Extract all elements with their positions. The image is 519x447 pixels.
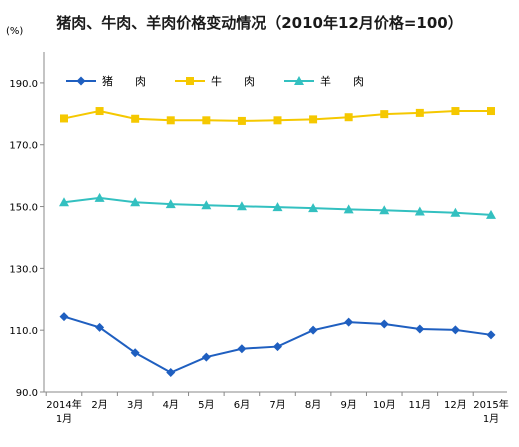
data-point [344,317,354,327]
x-tick-label-line: 2月 [91,399,107,411]
data-point [166,368,176,378]
data-point [344,113,353,122]
series-group [59,192,496,219]
legend-label: 牛 肉 [211,74,255,88]
data-point [486,330,496,340]
data-point [60,114,68,123]
legend-item: 猪 肉 [66,75,146,88]
legend-marker [294,76,304,85]
x-tick-label: 2月 [91,399,107,411]
x-axis-ticks: 2014年 1月 2月 3月 4月 5月 6月 7月 8月 9月 10月 11月 12月 2015年 1月 [45,392,509,425]
chart-title: 猪肉、牛肉、羊肉价格变动情况（2010年12月价格=100） [56,14,463,32]
x-tick-label-line: 11月 [408,399,431,411]
x-tick-label-line: 2015年 [473,398,508,411]
data-point [450,207,461,217]
data-point [130,348,140,358]
x-tick-label-line: 12月 [444,399,467,411]
legend-item: 牛 肉 [175,74,255,88]
data-point [415,108,424,117]
axes [43,52,507,393]
x-tick-label-line: 3月 [127,399,143,411]
y-axis-ticks: 90.0 110.0 130.0 150.0 170.0 190.0 [9,79,44,399]
data-point [487,107,495,116]
data-point [451,107,460,116]
data-point [201,200,212,210]
data-point [165,199,176,209]
x-tick-label-line: 7月 [269,399,285,411]
x-tick-label-line: 4月 [163,399,179,411]
x-tick-label: 2015年 1月 [473,398,508,425]
data-point [95,322,105,332]
x-tick-label: 3月 [127,399,143,411]
data-point [309,115,318,124]
x-tick-label-line: 2014年 [46,398,81,411]
x-tick-label: 8月 [305,399,321,411]
legend-label: 猪 肉 [102,75,146,88]
x-tick-label-line: 6月 [234,399,250,411]
data-point [237,344,247,354]
x-tick-label-line: 8月 [305,399,321,411]
data-point [59,197,69,207]
y-tick-label: 190.0 [9,79,38,90]
series-layer [59,107,496,378]
series-group [59,312,496,378]
x-tick-label: 6月 [234,399,250,411]
data-point [94,192,105,202]
data-point [236,201,247,211]
x-tick-label: 2014年 1月 [46,398,81,425]
data-point [201,352,211,362]
x-tick-label: 11月 [408,399,431,411]
data-point [379,319,389,329]
x-tick-label: 7月 [269,399,285,411]
data-point [202,116,211,125]
x-tick-label: 4月 [163,399,179,411]
data-point [379,205,390,215]
data-point [343,204,354,214]
legend: 猪 肉牛 肉羊 肉 [66,74,364,88]
y-tick-label: 110.0 [9,326,38,337]
x-tick-label: 5月 [198,399,214,411]
legend-label: 羊 肉 [320,74,364,88]
x-tick-label: 9月 [340,399,356,411]
data-point [380,110,389,119]
data-point [414,206,425,216]
data-point [273,342,282,352]
y-tick-label: 90.0 [16,388,38,399]
x-tick-label-line: 10月 [373,399,396,411]
data-point [95,107,104,116]
y-tick-label: 170.0 [9,141,38,152]
x-tick-label-line: 1月 [56,413,72,425]
legend-marker [186,77,194,85]
legend-marker [76,76,86,86]
y-tick-label: 150.0 [9,203,38,214]
data-point [450,325,460,335]
data-point [166,116,175,125]
x-tick-label: 10月 [373,399,396,411]
data-point [308,203,319,213]
data-point [237,116,246,125]
data-point [59,312,69,322]
x-tick-label-line: 9月 [340,399,356,411]
y-tick-label: 130.0 [9,264,38,275]
x-tick-label: 12月 [444,399,467,411]
unit-label: (%) [6,26,24,37]
data-point [272,202,283,212]
x-tick-label-line: 1月 [483,413,499,425]
legend-item: 羊 肉 [284,74,364,88]
data-point [273,116,282,125]
series-group [60,107,495,125]
data-point [130,197,141,207]
data-point [415,324,425,334]
data-point [486,209,496,219]
data-point [308,325,318,335]
x-tick-label-line: 5月 [198,399,214,411]
data-point [131,114,140,123]
